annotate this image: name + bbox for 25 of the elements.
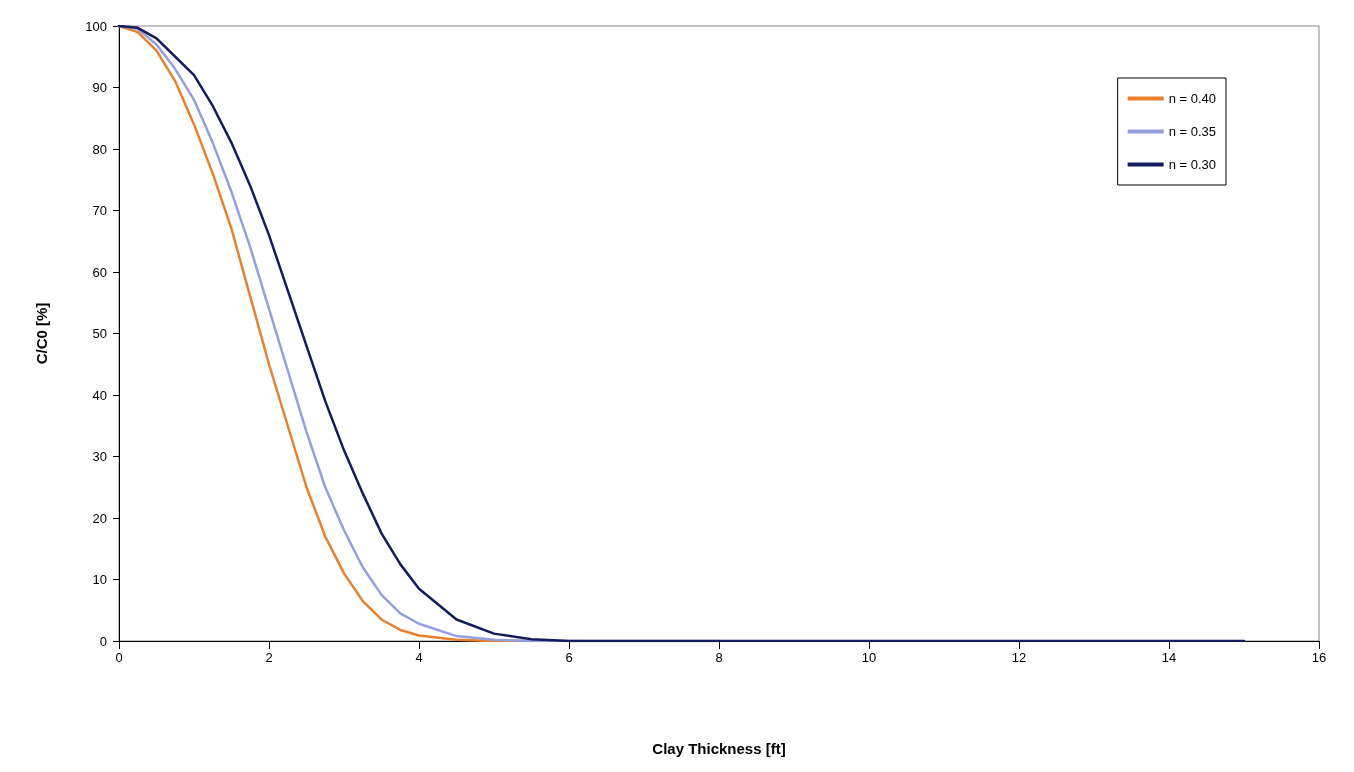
x-tick-label: 14: [1161, 650, 1177, 665]
y-tick-label: 10: [92, 572, 107, 587]
legend-label: n = 0.35: [1168, 124, 1217, 139]
y-tick-label: 60: [92, 264, 107, 280]
y-tick-label: 100: [85, 18, 107, 34]
x-tick-label: 12: [1011, 650, 1027, 665]
y-tick-label: 80: [92, 141, 107, 157]
x-tick-label: 6: [565, 650, 573, 665]
x-tick-label: 8: [715, 650, 723, 665]
y-tick-label: 20: [92, 510, 107, 526]
y-tick-label: 30: [92, 449, 107, 464]
y-tick-label: 50: [92, 326, 107, 341]
x-tick-label: 0: [115, 650, 123, 665]
y-tick-label: 90: [92, 80, 107, 95]
legend-label: n = 0.30: [1168, 157, 1217, 172]
y-axis-title: C/C0 [%]: [33, 302, 50, 365]
x-tick-label: 2: [265, 650, 273, 665]
x-tick-label: 4: [415, 650, 423, 665]
legend-label: n = 0.40: [1168, 91, 1217, 106]
x-tick-label: 16: [1311, 650, 1327, 665]
y-tick-label: 0: [99, 633, 107, 649]
x-tick-label: 10: [861, 650, 877, 665]
y-tick-label: 70: [92, 203, 107, 218]
y-tick-label: 40: [92, 387, 107, 403]
x-axis-title: Clay Thickness [ft]: [652, 740, 786, 757]
